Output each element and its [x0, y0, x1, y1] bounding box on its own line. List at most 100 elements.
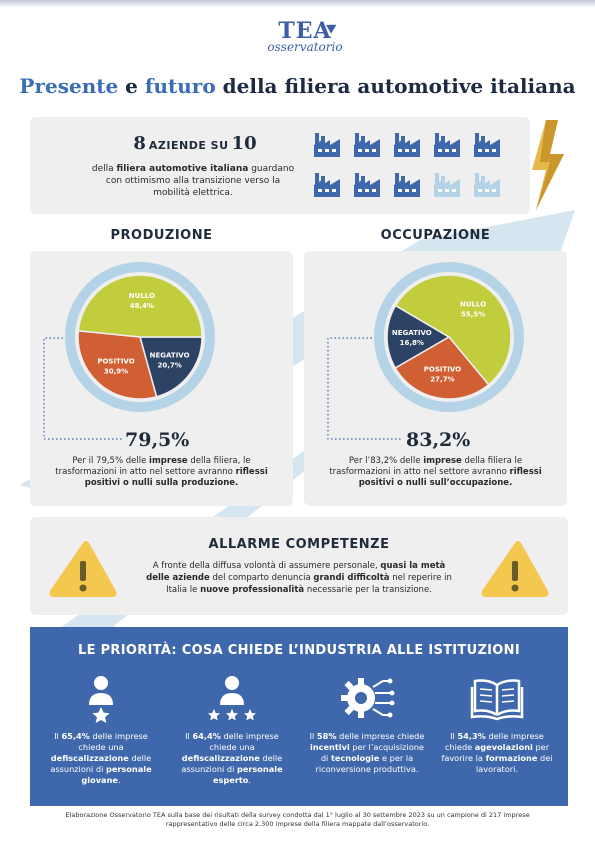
dotted-connector	[43, 337, 122, 440]
priority-4-b2: agevolazioni	[474, 742, 533, 752]
pie-value-negativo: 20,7%	[157, 362, 181, 370]
factory-icon	[312, 169, 342, 199]
priority-1-b3: personale giovane	[81, 764, 152, 785]
factory-icon	[432, 169, 462, 199]
priority-2-t4: .	[248, 775, 252, 785]
occupation-card: NEGATIVO 16,8% NULLO 55,5% POSITIVO 27,7% 83,…	[304, 251, 567, 506]
optimism-stat-card: 8 AZIENDE SU 10 della filiera automotive i…	[30, 117, 530, 214]
pie-slice-nullo	[77, 274, 203, 338]
tea-logo: TEA osservatorio	[255, 18, 355, 54]
priority-item-training: Il 54,3% delle imprese chiede agevolazio…	[438, 671, 556, 775]
stat-mid-text: AZIENDE SU	[148, 139, 229, 152]
pie-label-positivo: POSITIVO	[97, 357, 134, 365]
skills-alarm-card: ALLARME COMPETENZE A fronte della diffus…	[30, 517, 568, 615]
priorities-title: LE PRIORITÀ: COSA CHIEDE L’INDUSTRIA ALL…	[78, 643, 520, 658]
pie-slice-positivo	[77, 329, 158, 400]
priority-4-t2: delle imprese chiede	[444, 731, 544, 752]
production-caption: Per il 79,5% delle imprese della filiera…	[44, 456, 279, 489]
priority-text-4: Il 54,3% delle imprese chiede agevolazio…	[438, 731, 556, 775]
person-star-icon	[42, 671, 160, 725]
stat-headline: 8 AZIENDE SU 10	[90, 133, 300, 154]
pie-slice-negativo	[386, 304, 451, 370]
priority-3-t3: per l’acquisizione di	[320, 742, 424, 763]
production-percentage: 79,5%	[125, 429, 190, 451]
priority-1-b2: defiscalizzazione	[50, 753, 129, 763]
pie-label-nullo: NULLO	[129, 292, 155, 300]
factory-icon-grid	[312, 129, 522, 199]
alarm-t2: del comparto denuncia	[209, 573, 314, 583]
pie-slice-nullo	[394, 274, 512, 386]
pie-slice-positivo	[394, 336, 490, 400]
logo-line1: TEA	[278, 18, 332, 44]
production-pie-chart: NEGATIVO 20,7% POSITIVO 30,9% NULLO 48,4%	[43, 262, 215, 440]
production-section-title: PRODUZIONE	[110, 228, 213, 243]
priority-item-expert-staff: Il 64,4% delle imprese chiede una defisc…	[173, 671, 291, 786]
production-caption-1: Per il 79,5% delle	[72, 456, 150, 466]
stat-description: della filiera automotive italiana guarda…	[88, 163, 298, 199]
alarm-b2: grandi difficoltà	[313, 573, 390, 583]
lightning-bolt-icon	[532, 120, 564, 210]
pie-value-positivo: 30,9%	[104, 367, 128, 375]
pie-label-nullo: NULLO	[460, 301, 486, 309]
alarm-t4: necessarie per la transizione.	[304, 585, 432, 595]
priorities-panel: LE PRIORITÀ: COSA CHIEDE L’INDUSTRIA ALL…	[30, 627, 568, 806]
title-part3: futuro	[144, 74, 216, 98]
priority-2-t3: delle assunzioni di	[181, 753, 283, 774]
stat-text-pre: della	[91, 164, 117, 174]
factory-icon	[352, 169, 382, 199]
pie-value-positivo: 27,7%	[430, 376, 454, 384]
title-part1: Presente	[19, 74, 119, 98]
factory-icon	[432, 129, 462, 159]
priority-text-3: Il 58% delle imprese chiede incentivi pe…	[308, 731, 426, 775]
priority-2-b3: personale esperto	[212, 764, 283, 785]
top-gradient-bar	[0, 0, 595, 8]
pie-slice-negativo	[139, 336, 203, 398]
pie-value-nullo: 48,4%	[130, 302, 154, 310]
occupation-caption-2: della filiera le trasformazioni in atto …	[329, 456, 523, 477]
source-footnote: Elaborazione Osservatorio TEA sulla base…	[65, 811, 530, 828]
occupation-caption-b1: imprese	[423, 456, 462, 466]
pie-outer-ring	[65, 262, 215, 412]
factory-icon	[392, 169, 422, 199]
alarm-title: ALLARME COMPETENZE	[208, 537, 390, 552]
occupation-section-title: OCCUPAZIONE	[380, 228, 491, 243]
production-caption-b2: riflessi positivi o nulli sulla produzio…	[84, 467, 268, 488]
alarm-b1: quasi la metà delle aziende	[146, 561, 446, 583]
priority-2-t1: Il	[185, 731, 193, 741]
pie-label-positivo: POSITIVO	[424, 366, 461, 374]
priority-3-b3: tecnologie	[330, 753, 380, 763]
occupation-caption-b2: riflessi positivi o nulli sull’occupazio…	[358, 467, 542, 488]
priority-4-b1: 54,3%	[457, 731, 486, 741]
alarm-b3: nuove professionalità	[200, 585, 305, 595]
gear-circuit-icon	[308, 671, 426, 725]
stat-number-10: 10	[231, 133, 257, 154]
production-card: NEGATIVO 20,7% POSITIVO 30,9% NULLO 48,4% 79,…	[30, 251, 293, 506]
priority-2-t2: delle imprese chiede una	[209, 731, 279, 752]
person-three-stars-icon	[173, 671, 291, 725]
priority-1-t1: Il	[54, 731, 62, 741]
title-part2: e	[118, 74, 145, 98]
priority-4-t3: per favorire la	[441, 742, 550, 763]
pie-outer-ring	[374, 262, 524, 412]
title-part4: della filiera automotive italiana	[215, 74, 576, 98]
pie-value-nullo: 55,5%	[461, 311, 485, 319]
priority-4-b3: formazione	[485, 753, 538, 763]
priority-3-t1: Il	[309, 731, 317, 741]
alarm-t1: A fronte della diffusa volontà di assume…	[152, 561, 381, 571]
priority-4-t4: dei lavoratori.	[476, 753, 553, 774]
occupation-caption-1: Per l’83,2% delle	[348, 456, 424, 466]
factory-icon	[392, 129, 422, 159]
priority-item-technology-incentives: Il 58% delle imprese chiede incentivi pe…	[308, 671, 426, 775]
priority-3-t4: e per la riconversione produttiva.	[315, 753, 419, 774]
priority-1-t4: .	[117, 775, 121, 785]
occupation-caption: Per l’83,2% delle imprese della filiera …	[318, 456, 553, 489]
priority-4-t1: Il	[450, 731, 458, 741]
pie-label-negativo: NEGATIVO	[392, 329, 432, 337]
priority-3-t2: delle imprese chiede	[336, 731, 425, 741]
alarm-text: A fronte della diffusa volontà di assume…	[140, 560, 458, 596]
priority-1-t2: delle imprese chiede una	[78, 731, 148, 752]
factory-icon	[472, 169, 502, 199]
priority-2-b1: 64,4%	[192, 731, 221, 741]
stat-text-post: guardano con ottimismo alla transizione …	[105, 164, 295, 198]
priority-1-t3: delle assunzioni di	[50, 753, 152, 774]
